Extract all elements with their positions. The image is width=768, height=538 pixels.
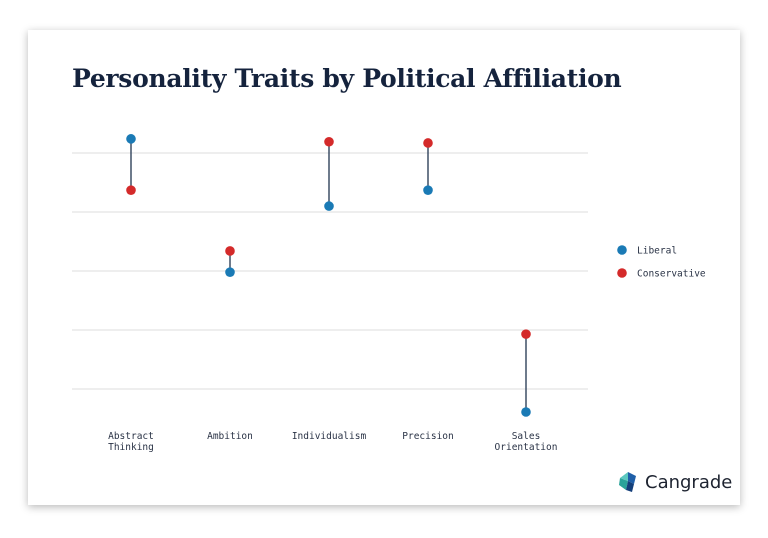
cangrade-logo-icon bbox=[619, 472, 636, 492]
logo-text: Cangrade bbox=[645, 471, 733, 493]
liberal-point bbox=[423, 185, 433, 195]
conservative-point bbox=[225, 246, 235, 256]
category-label: Abstract Thinking bbox=[108, 431, 154, 453]
conservative-point bbox=[521, 329, 531, 339]
conservative-point bbox=[324, 136, 334, 147]
legend-label-liberal: Liberal bbox=[637, 246, 677, 257]
category-label: Ambition bbox=[207, 431, 253, 442]
conservative-point bbox=[423, 138, 433, 148]
legend-label-conservative: Conservative bbox=[637, 269, 706, 280]
category-label: Sales Orientation bbox=[495, 431, 558, 453]
category-label: Precision bbox=[402, 431, 453, 442]
liberal-point bbox=[324, 201, 334, 211]
chart-card bbox=[28, 30, 740, 505]
liberal-point bbox=[521, 407, 531, 417]
conservative-point bbox=[126, 185, 136, 195]
category-label: Individualism bbox=[292, 431, 367, 442]
chart-title: Personality Traits by Political Affiliat… bbox=[72, 64, 622, 93]
legend-marker-liberal bbox=[617, 245, 627, 255]
legend-marker-conservative bbox=[617, 268, 627, 278]
cangrade-logo: Cangrade bbox=[616, 470, 732, 494]
liberal-point bbox=[126, 134, 136, 144]
liberal-point bbox=[225, 267, 235, 277]
